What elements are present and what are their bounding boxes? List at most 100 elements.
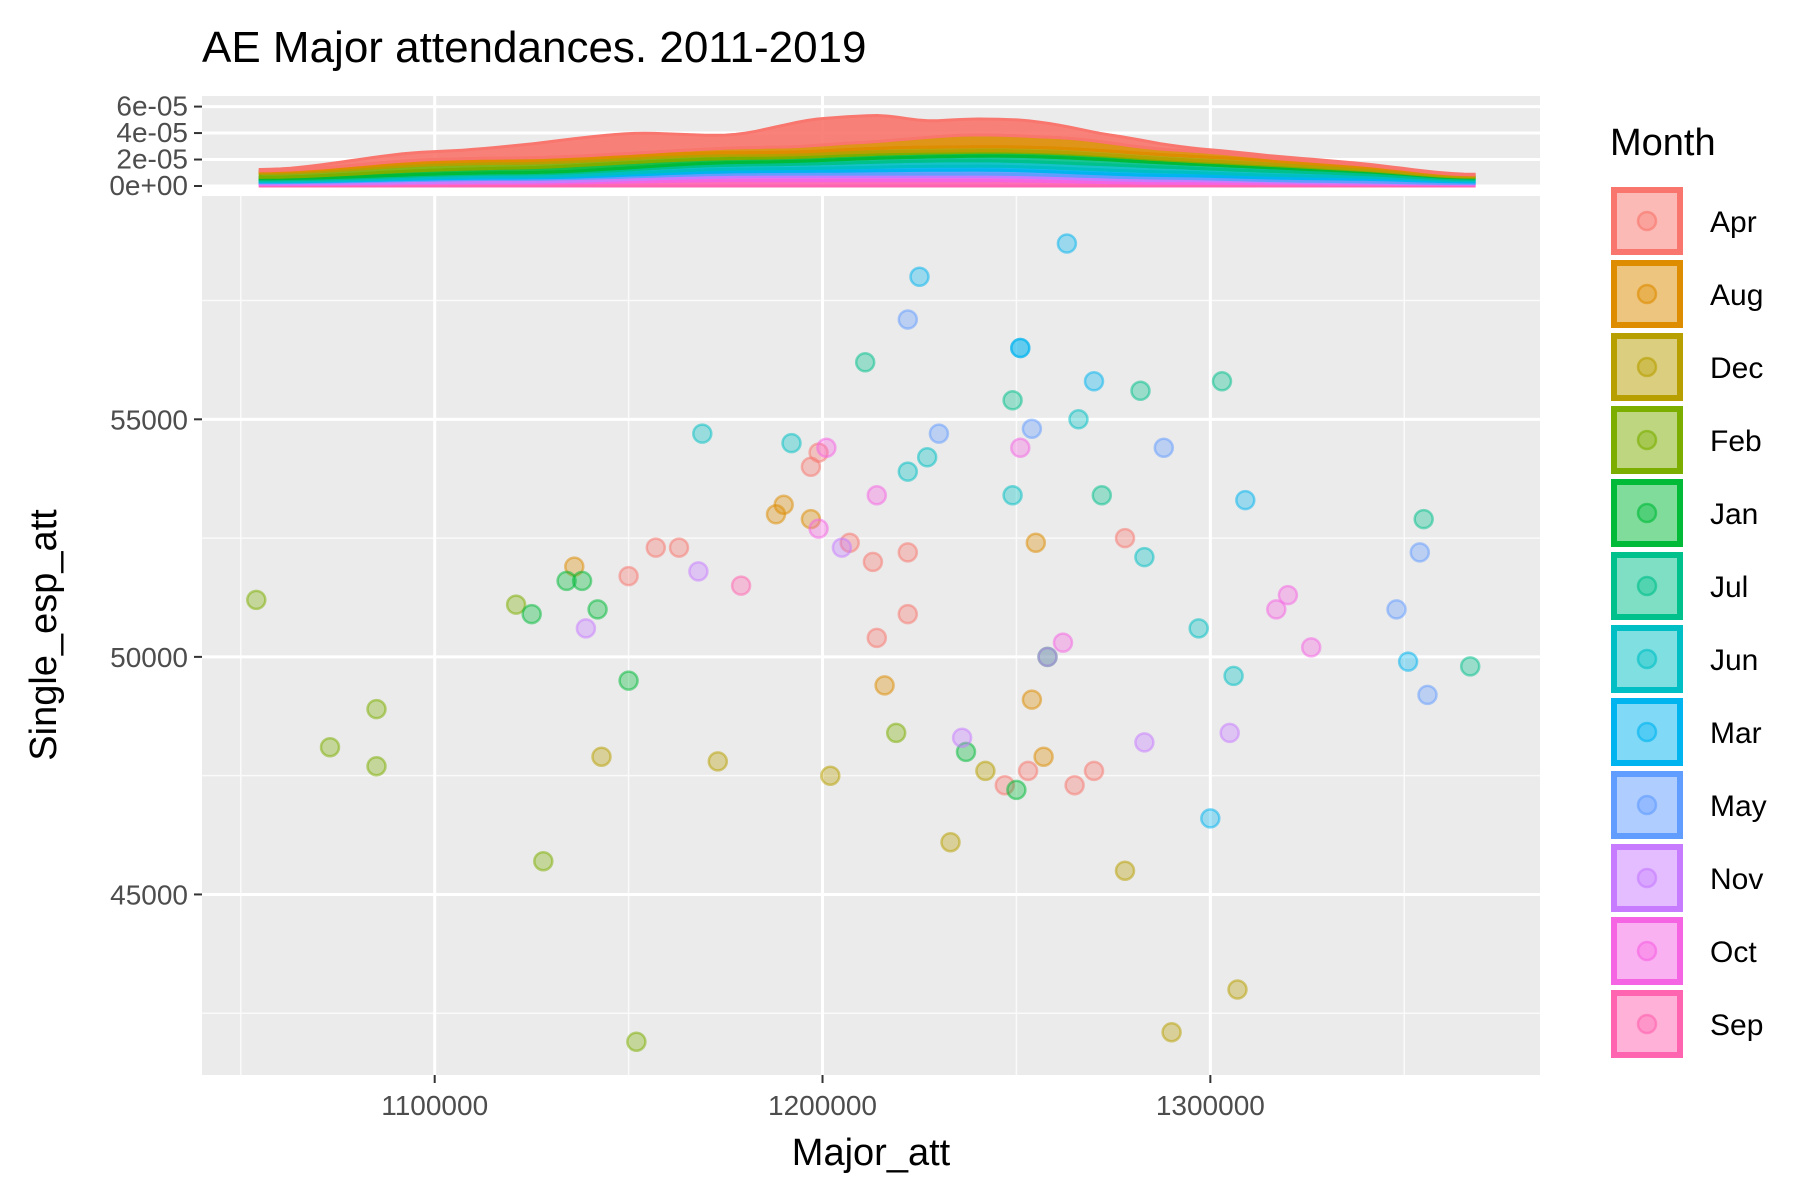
- x-tick-label: 1100000: [381, 1090, 488, 1121]
- point-feb: [246, 589, 267, 611]
- legend-key: [1611, 771, 1683, 839]
- point-jul: [1091, 485, 1113, 506]
- legend-label: Feb: [1710, 425, 1762, 458]
- point-feb: [533, 850, 554, 872]
- legend-key-point: [1636, 502, 1658, 524]
- point-dec: [1114, 860, 1136, 881]
- point-may: [1153, 437, 1175, 459]
- point-aug: [1033, 746, 1054, 767]
- point-jan: [556, 570, 577, 592]
- point-jun: [916, 447, 938, 468]
- legend-item-sep: Sep: [1611, 990, 1763, 1058]
- y-tick-label: 50000: [110, 642, 188, 673]
- point-may: [1021, 418, 1043, 440]
- point-apr: [1064, 774, 1085, 796]
- point-aug: [874, 675, 895, 696]
- legend-key-point: [1636, 210, 1658, 232]
- legend-key: [1611, 625, 1683, 693]
- legend-item-nov: Nov: [1611, 844, 1763, 912]
- point-aug: [1021, 689, 1043, 710]
- point-may: [1409, 542, 1431, 563]
- point-feb: [366, 698, 387, 720]
- point-oct: [1052, 632, 1074, 653]
- point-dec: [820, 765, 841, 786]
- point-may: [928, 423, 950, 444]
- point-jul: [854, 352, 876, 373]
- point-apr: [897, 542, 919, 563]
- legend-item-mar: Mar: [1611, 698, 1762, 766]
- point-jul: [1211, 371, 1233, 392]
- point-jun: [1223, 665, 1244, 687]
- point-jul: [1413, 508, 1434, 530]
- point-apr: [1114, 527, 1136, 549]
- chart-title: AE Major attendances. 2011-2019: [202, 23, 867, 72]
- point-may: [1386, 599, 1407, 620]
- density-y-tick-label: 0e+00: [109, 170, 188, 201]
- legend-item-jul: Jul: [1611, 552, 1748, 620]
- legend-label: Aug: [1710, 279, 1763, 312]
- point-feb: [885, 722, 907, 744]
- legend-label: Jan: [1710, 498, 1758, 531]
- point-sep: [730, 575, 752, 596]
- legend-key-point: [1636, 283, 1658, 305]
- legend-label: Sep: [1710, 1009, 1763, 1042]
- y-axis: 45000 50000 55000: [110, 404, 202, 910]
- x-tick-label: 1200000: [768, 1090, 877, 1121]
- point-apr: [668, 537, 690, 558]
- point-mar: [1010, 337, 1031, 359]
- density-y-tick-label: 2e-05: [116, 144, 188, 175]
- legend-item-aug: Aug: [1611, 260, 1763, 328]
- point-jun: [781, 432, 802, 454]
- legend-item-jun: Jun: [1611, 625, 1758, 693]
- point-apr: [862, 551, 884, 573]
- point-mar: [1397, 651, 1419, 672]
- point-jan: [521, 603, 542, 625]
- legend-label: Oct: [1710, 936, 1757, 969]
- legend-item-dec: Dec: [1611, 333, 1763, 401]
- point-apr: [618, 565, 639, 587]
- point-nov: [1134, 732, 1155, 753]
- x-tick-label: 1300000: [1156, 1090, 1265, 1121]
- legend-key-point: [1636, 575, 1658, 597]
- point-jun: [897, 461, 919, 482]
- point-nov: [688, 561, 709, 582]
- legend-key-point: [1636, 356, 1658, 378]
- legend-key: [1611, 917, 1683, 985]
- point-jan: [587, 599, 608, 620]
- point-mar: [909, 266, 930, 288]
- legend-key-point: [1636, 429, 1658, 451]
- legend-key: [1611, 844, 1683, 912]
- legend-key: [1611, 406, 1683, 474]
- point-oct: [1010, 437, 1031, 459]
- y-axis-title: Single_esp_att: [23, 509, 65, 761]
- density-y-tick-label: 4e-05: [116, 117, 188, 148]
- point-mar: [1200, 808, 1221, 829]
- legend-key: [1611, 990, 1683, 1058]
- point-dec: [940, 831, 961, 853]
- point-may: [897, 309, 919, 330]
- point-dec: [975, 760, 996, 782]
- point-may: [1417, 684, 1438, 706]
- point-dec: [1161, 1021, 1182, 1043]
- legend-key-point: [1636, 721, 1658, 743]
- point-jun: [1134, 546, 1155, 568]
- scatter-points: [246, 233, 1481, 1052]
- main-grid: [202, 196, 1540, 1075]
- point-apr: [1083, 760, 1105, 782]
- point-mar: [1056, 233, 1078, 254]
- point-apr: [897, 603, 919, 625]
- point-nov: [1037, 646, 1058, 668]
- legend-label: Apr: [1710, 206, 1757, 239]
- point-oct: [1266, 599, 1287, 620]
- legend-key: [1611, 260, 1683, 328]
- point-jun: [1068, 409, 1089, 430]
- point-apr: [1017, 760, 1039, 782]
- x-axis: 1100000 1200000 1300000: [381, 1075, 1265, 1121]
- point-oct: [1277, 584, 1299, 606]
- y-tick-label: 45000: [110, 879, 188, 910]
- legend-key-point: [1636, 1013, 1658, 1035]
- density-layers: [258, 113, 1476, 188]
